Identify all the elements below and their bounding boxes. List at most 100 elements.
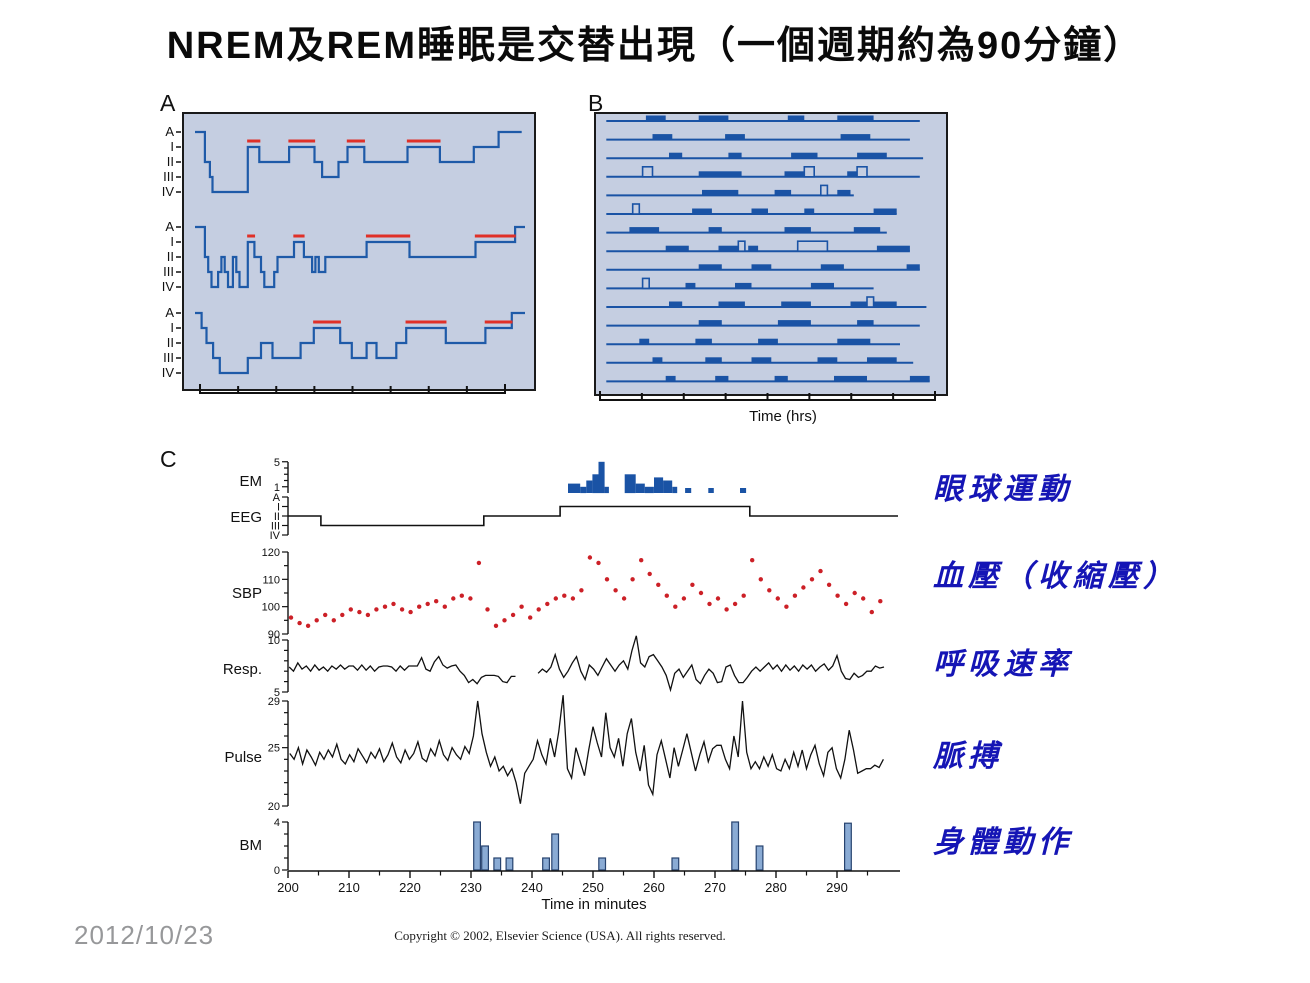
rem-bar: [715, 375, 729, 382]
stage-label: IV: [162, 365, 175, 380]
sbp-dot: [724, 607, 729, 612]
hypnogram-line: [195, 225, 525, 289]
sbp-dot: [305, 623, 311, 628]
rem-bar: [837, 338, 871, 345]
rem-bar: [804, 208, 815, 214]
resp-row-label: Resp.: [223, 661, 262, 678]
sbp-dot: [792, 593, 798, 598]
sbp-dot: [425, 601, 430, 607]
sbp-dot: [528, 615, 533, 620]
rem-bar: [791, 152, 818, 159]
sbp-dot: [365, 612, 371, 618]
rem-bar: [669, 301, 683, 307]
rem-bar: [777, 320, 811, 326]
panel-c-label: C: [160, 446, 177, 472]
bm-bar: [551, 833, 560, 871]
annotation-eye-movement: 眼球運動: [933, 472, 1073, 507]
stage-label: III: [163, 169, 174, 184]
rem-bar: [850, 301, 867, 307]
rem-bar: [718, 301, 745, 307]
rem-bar: [873, 301, 897, 307]
rem-bar: [639, 338, 650, 345]
stage-label: IV: [162, 184, 175, 199]
em-bar: [598, 461, 605, 494]
sbp-dot: [673, 604, 678, 609]
rem-bar: [817, 357, 838, 363]
stage-label: III: [163, 264, 174, 279]
sbp-axis-tick-label: 100: [262, 602, 280, 614]
rem-bar: [652, 357, 663, 363]
sbp-axis-tick-label: 90: [268, 629, 280, 641]
awakening-box: [796, 240, 829, 252]
sbp-dot: [553, 596, 558, 601]
sbp-dot: [596, 560, 601, 566]
x-tick-label: 230: [460, 880, 482, 895]
rem-bar: [758, 338, 778, 345]
bm-bar: [542, 857, 551, 871]
sbp-dot: [656, 582, 661, 587]
rem-bar: [847, 171, 858, 177]
rem-bar: [873, 208, 897, 214]
stage-label: II: [167, 154, 174, 169]
sbp-dot: [587, 555, 593, 560]
resp-trace: [537, 635, 885, 693]
sbp-dot: [545, 601, 550, 607]
sbp-dot: [519, 604, 524, 609]
eeg-axis-tick-label: III: [271, 521, 280, 533]
rem-bar: [751, 208, 768, 214]
sbp-row-label: SBP: [232, 585, 262, 602]
slide-title: NREM及REM睡眠是交替出現（一個週期約為90分鐘）: [166, 25, 1144, 67]
annotation-respiratory-rate: 呼吸速率: [933, 647, 1073, 682]
stage-label: I: [170, 234, 174, 249]
stage-label: III: [163, 350, 174, 365]
stage-label: A: [165, 219, 174, 234]
stage-label: A: [165, 124, 174, 139]
sbp-dot: [331, 618, 336, 623]
x-tick-label: 290: [826, 880, 848, 895]
x-tick-label: 220: [399, 880, 421, 895]
sbp-dot: [758, 577, 763, 582]
time-hrs-label: Time (hrs): [749, 408, 817, 425]
bm-bar: [731, 821, 740, 871]
rem-bar: [784, 227, 811, 233]
eeg-axis-tick-label: IV: [270, 530, 281, 542]
rem-bar: [784, 171, 805, 177]
sbp-dot: [357, 609, 362, 615]
rem-bar: [698, 320, 722, 326]
sbp-dot: [741, 593, 746, 598]
sbp-dot: [570, 596, 576, 601]
bm-bar: [473, 821, 481, 871]
sbp-dot: [818, 568, 823, 574]
resp-trace: [288, 655, 516, 685]
sbp-dot: [314, 618, 319, 623]
em-bar: [708, 488, 714, 493]
rem-bar: [652, 134, 673, 140]
bm-bar: [481, 845, 490, 871]
sbp-dot: [690, 582, 695, 587]
rem-bar: [685, 282, 696, 289]
sbp-dot: [476, 560, 482, 566]
rem-bar: [867, 357, 897, 363]
sbp-dot: [451, 596, 456, 601]
bm-axis-tick-label: 0: [274, 865, 280, 877]
x-tick-label: 250: [582, 880, 604, 895]
stage-label: II: [167, 249, 174, 264]
sbp-dot: [399, 607, 405, 612]
panel-b-label: B: [588, 90, 603, 116]
sbp-dot: [664, 593, 669, 598]
sbp-dot: [681, 596, 687, 601]
eeg-axis-tick-label: II: [274, 511, 280, 523]
time-axis-bracket: [199, 384, 506, 394]
eeg-row-label: EEG: [230, 509, 262, 526]
rem-bar: [725, 134, 745, 140]
hypnogram-line: [195, 130, 522, 194]
sbp-dot: [485, 607, 490, 612]
awakening-box: [737, 240, 746, 252]
sbp-dot: [809, 577, 815, 582]
em-axis-tick-label: 1: [274, 482, 280, 494]
bm-bar: [671, 857, 680, 871]
rem-bar: [692, 208, 712, 214]
rem-bar: [834, 375, 867, 382]
